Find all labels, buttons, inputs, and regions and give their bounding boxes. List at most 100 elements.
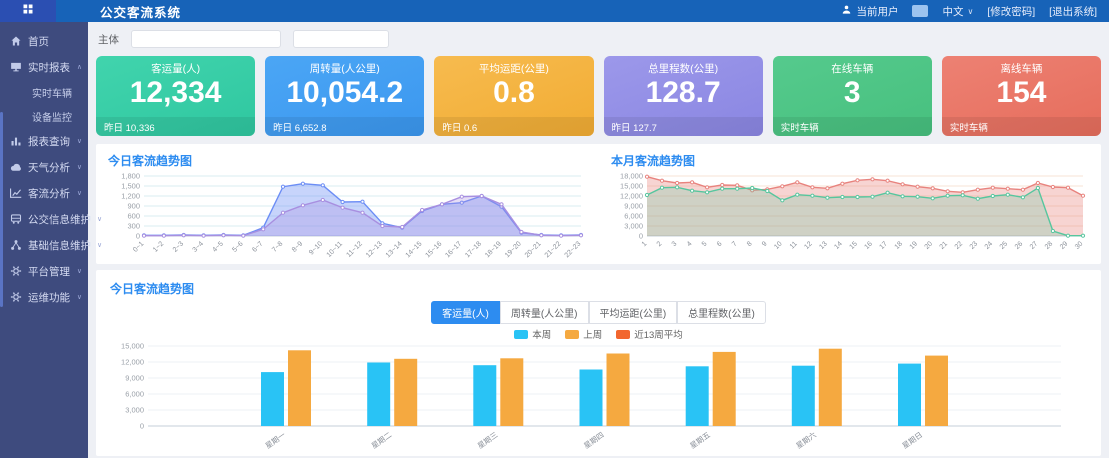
stat-card-value: 12,334	[129, 76, 222, 109]
legend-label: 近13周平均	[634, 330, 683, 341]
svg-text:14: 14	[833, 240, 844, 251]
current-user[interactable]: 当前用户	[841, 4, 898, 19]
svg-text:12: 12	[803, 240, 814, 251]
svg-text:18,000: 18,000	[620, 172, 643, 181]
chevron-down-icon: ∨	[76, 164, 82, 171]
svg-text:2: 2	[656, 240, 664, 248]
svg-text:1~2: 1~2	[152, 240, 165, 253]
svg-text:4~5: 4~5	[212, 240, 225, 253]
sidebar-item-home[interactable]: 首页	[0, 28, 88, 54]
grid-logo-icon	[22, 2, 34, 20]
sidebar-item-realtime-report[interactable]: 实时报表 ∧	[0, 54, 88, 80]
language-label: 中文	[942, 5, 964, 18]
app-header: 公交客流系统 当前用户 中文 ∨ [修改密码] [退出系统]	[0, 0, 1109, 22]
date-input[interactable]	[293, 30, 389, 48]
legend-label: 本周	[532, 330, 552, 341]
svg-text:25: 25	[999, 240, 1010, 251]
chevron-up-icon: ∧	[76, 64, 82, 71]
cloud-icon	[10, 161, 22, 173]
svg-text:星期三: 星期三	[476, 430, 500, 450]
sidebar-item-label: 公交信息维护	[28, 213, 91, 226]
svg-text:300: 300	[127, 222, 140, 231]
tab-total-mileage[interactable]: 总里程数(公里)	[677, 301, 766, 324]
sidebar-item-label: 运维功能	[28, 291, 70, 304]
filter-bar: 主体	[88, 22, 1109, 52]
svg-text:11~12: 11~12	[345, 240, 364, 259]
stat-card-avg-distance: 平均运距(公里) 0.8 昨日 0.6	[434, 56, 594, 136]
chevron-down-icon: ∨	[97, 242, 103, 249]
svg-text:28: 28	[1044, 240, 1055, 251]
change-password-link[interactable]: [修改密码]	[987, 5, 1036, 18]
top-charts-panel: 今日客流趋势图 0 300 600 900 1,200 1,500 1,800 0~1 1~2 2…	[96, 144, 1101, 264]
today-trend-title: 今日客流趋势图	[108, 154, 193, 168]
main-content: 主体 客运量(人) 12,334 昨日 10,336 周转量(人公里) 10,054.2…	[88, 22, 1109, 458]
sidebar-item-weather-analysis[interactable]: 天气分析 ∨	[0, 154, 88, 180]
svg-text:900: 900	[127, 202, 140, 211]
logo-tile[interactable]	[0, 0, 56, 22]
svg-text:15,000: 15,000	[121, 342, 144, 351]
svg-text:5~6: 5~6	[231, 240, 244, 253]
svg-text:20: 20	[924, 240, 935, 251]
svg-text:6,000: 6,000	[125, 390, 144, 399]
svg-text:6: 6	[716, 240, 724, 248]
language-selector[interactable]: 中文 ∨	[942, 4, 973, 19]
weekly-compare-title: 今日客流趋势图	[110, 282, 195, 296]
chevron-down-icon: ∨	[76, 294, 82, 301]
weekly-compare-plot: 0 3,000 6,000 9,000 12,000 15,000 星期一 星期二 星期三 星期四…	[102, 340, 1095, 458]
svg-text:14~15: 14~15	[405, 240, 424, 259]
chevron-down-icon: ∨	[76, 138, 82, 145]
svg-text:星期四: 星期四	[582, 430, 606, 450]
legend-item[interactable]: 本周	[514, 328, 552, 341]
sidebar-item-ops-functions[interactable]: 运维功能 ∨	[0, 284, 88, 310]
svg-text:22: 22	[954, 240, 965, 251]
legend-swatch-icon	[514, 329, 529, 339]
svg-text:26: 26	[1014, 240, 1025, 251]
svg-text:0: 0	[639, 232, 643, 241]
tab-turnover[interactable]: 周转量(人公里)	[499, 301, 589, 324]
svg-text:12,000: 12,000	[121, 358, 144, 367]
sidebar-item-base-info-maintenance[interactable]: 基础信息维护 ∨	[0, 232, 102, 258]
gear-icon	[10, 291, 22, 303]
month-trend-chart: 本月客流趋势图 0 3,000 6,000 9,000 12,000 15,000 18,0…	[599, 144, 1101, 264]
svg-text:30: 30	[1074, 240, 1085, 251]
svg-text:600: 600	[127, 212, 140, 221]
sidebar-item-label: 客流分析	[28, 187, 70, 200]
svg-text:1,500: 1,500	[121, 182, 140, 191]
stat-card-footer: 实时车辆	[941, 117, 1102, 136]
today-trend-plot: 0 300 600 900 1,200 1,500 1,800 0~1 1~2 2~3 3~4 4~5…	[106, 171, 589, 267]
sidebar-item-flow-analysis[interactable]: 客流分析 ∨	[0, 180, 88, 206]
svg-text:12,000: 12,000	[620, 192, 643, 201]
stat-card-value: 128.7	[645, 76, 721, 109]
stat-card-title: 在线车辆	[831, 63, 874, 75]
sidebar-subitem-device-monitor[interactable]: 设备监控	[32, 112, 72, 124]
svg-text:16: 16	[863, 240, 874, 251]
svg-text:9: 9	[761, 240, 769, 248]
svg-text:18~19: 18~19	[484, 240, 503, 259]
svg-text:星期日: 星期日	[901, 430, 925, 450]
weekly-compare-panel: 今日客流趋势图 客运量(人) 周转量(人公里) 平均运距(公里) 总里程数(公里) 本…	[96, 270, 1101, 456]
svg-text:16~17: 16~17	[444, 240, 463, 259]
svg-text:29: 29	[1059, 240, 1070, 251]
svg-text:3~4: 3~4	[192, 240, 205, 253]
legend-item[interactable]: 上周	[565, 328, 602, 341]
chevron-down-icon: ∨	[97, 216, 103, 223]
month-trend-plot: 0 3,000 6,000 9,000 12,000 15,000 18,000 1 2 3 4 5 6…	[609, 171, 1091, 267]
svg-text:17~18: 17~18	[464, 240, 483, 259]
sidebar-subitem-realtime-vehicle[interactable]: 实时车辆	[32, 88, 72, 100]
tab-passenger-volume[interactable]: 客运量(人)	[431, 301, 500, 324]
home-icon	[10, 35, 22, 47]
svg-text:星期五: 星期五	[688, 430, 712, 451]
sidebar-item-bus-info-maintenance[interactable]: 公交信息维护 ∨	[0, 206, 102, 232]
color-swatch-icon[interactable]	[912, 5, 929, 17]
sidebar-item-report-query[interactable]: 报表查询 ∨	[0, 128, 88, 154]
stat-card-footer: 昨日 127.7	[603, 117, 763, 136]
sidebar-item-platform-mgmt[interactable]: 平台管理 ∨	[0, 258, 88, 284]
svg-text:17: 17	[879, 240, 890, 251]
sidebar-item-label: 平台管理	[28, 265, 70, 278]
subject-input[interactable]	[131, 30, 281, 48]
svg-text:星期二: 星期二	[370, 430, 394, 451]
legend-item[interactable]: 近13周平均	[616, 328, 683, 341]
tab-avg-distance[interactable]: 平均运距(公里)	[588, 301, 678, 324]
logout-link[interactable]: [退出系统]	[1049, 5, 1097, 18]
sidebar-scrollbar[interactable]	[0, 112, 3, 307]
